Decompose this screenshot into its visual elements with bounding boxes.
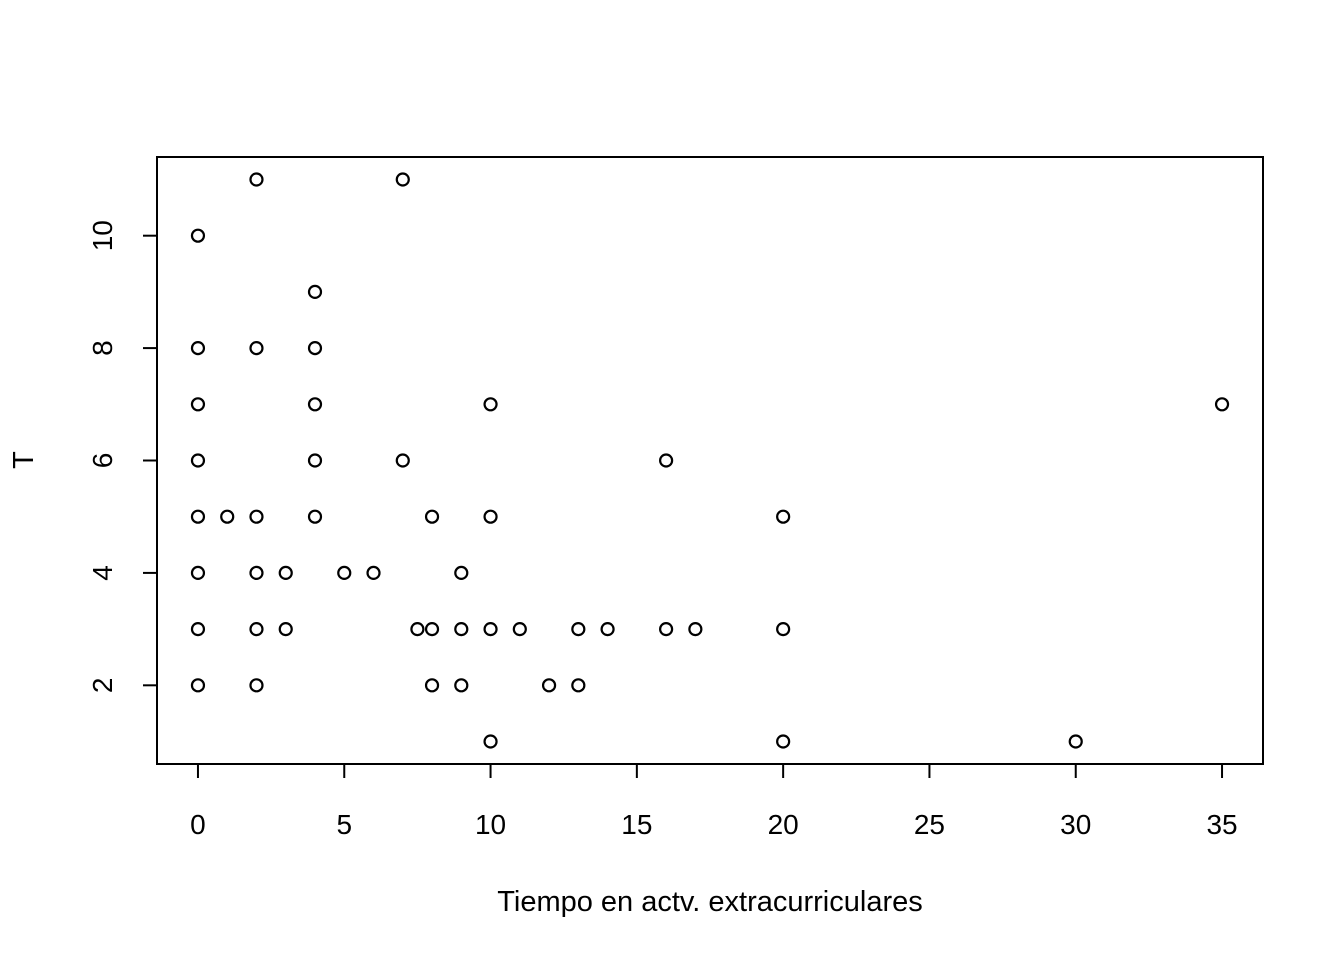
data-point bbox=[190, 228, 206, 243]
data-point bbox=[424, 509, 440, 524]
data-point bbox=[600, 622, 615, 637]
y-tick-label: 6 bbox=[87, 453, 118, 469]
y-tick-label: 10 bbox=[87, 220, 118, 251]
x-tick-label: 10 bbox=[475, 809, 506, 840]
data-point bbox=[776, 622, 791, 637]
data-point bbox=[454, 678, 469, 693]
data-point bbox=[483, 734, 498, 749]
x-tick-label: 30 bbox=[1060, 809, 1091, 840]
y-tick-label: 4 bbox=[87, 565, 118, 581]
data-point bbox=[249, 172, 264, 187]
y-tick-label: 8 bbox=[87, 340, 118, 356]
data-point bbox=[395, 172, 410, 187]
data-point bbox=[278, 565, 293, 581]
data-point bbox=[1214, 397, 1230, 412]
data-point bbox=[220, 509, 235, 524]
x-tick-label: 25 bbox=[914, 809, 945, 840]
data-point bbox=[454, 565, 469, 581]
data-point bbox=[571, 678, 586, 693]
data-point bbox=[424, 678, 440, 693]
y-axis: 2 4 6 8 10 bbox=[87, 220, 158, 694]
data-point bbox=[190, 678, 206, 693]
data-point bbox=[483, 622, 498, 637]
data-point bbox=[307, 284, 323, 299]
data-point bbox=[278, 622, 293, 637]
x-tick-label: 15 bbox=[621, 809, 652, 840]
data-point bbox=[1068, 734, 1083, 749]
data-point bbox=[190, 565, 206, 581]
data-point bbox=[454, 622, 469, 637]
data-point bbox=[307, 340, 323, 356]
plot-frame bbox=[156, 156, 1264, 765]
y-tick-label: 2 bbox=[87, 678, 118, 694]
data-point bbox=[190, 397, 206, 412]
data-point bbox=[366, 565, 381, 581]
data-point bbox=[541, 678, 557, 693]
data-point bbox=[190, 340, 206, 356]
data-point bbox=[249, 509, 264, 524]
data-point bbox=[410, 622, 425, 637]
data-point bbox=[307, 453, 323, 468]
data-point bbox=[190, 453, 206, 468]
x-tick-label: 35 bbox=[1206, 809, 1237, 840]
data-point bbox=[659, 453, 674, 468]
data-points bbox=[190, 172, 1230, 749]
data-point bbox=[249, 340, 264, 356]
data-point bbox=[307, 509, 323, 524]
x-tick-label: 20 bbox=[768, 809, 799, 840]
x-tick-label: 5 bbox=[336, 809, 352, 840]
x-axis: 0 5 10 15 20 25 30 35 bbox=[190, 763, 1238, 840]
data-point bbox=[249, 622, 264, 637]
data-point bbox=[249, 565, 264, 581]
data-point bbox=[190, 509, 206, 524]
data-point bbox=[190, 622, 206, 637]
data-point bbox=[483, 397, 498, 412]
data-point bbox=[571, 622, 586, 637]
data-point bbox=[659, 622, 674, 637]
data-point bbox=[776, 509, 791, 524]
data-point bbox=[512, 622, 527, 637]
data-point bbox=[395, 453, 410, 468]
data-point bbox=[688, 622, 703, 637]
data-point bbox=[424, 622, 440, 637]
data-point bbox=[307, 397, 323, 412]
data-point bbox=[337, 565, 352, 581]
x-axis-title: Tiempo en actv. extracurriculares bbox=[497, 886, 922, 918]
data-point bbox=[249, 678, 264, 693]
y-axis-title: T bbox=[8, 451, 40, 469]
x-tick-label: 0 bbox=[190, 809, 206, 840]
data-point bbox=[776, 734, 791, 749]
data-point bbox=[483, 509, 498, 524]
